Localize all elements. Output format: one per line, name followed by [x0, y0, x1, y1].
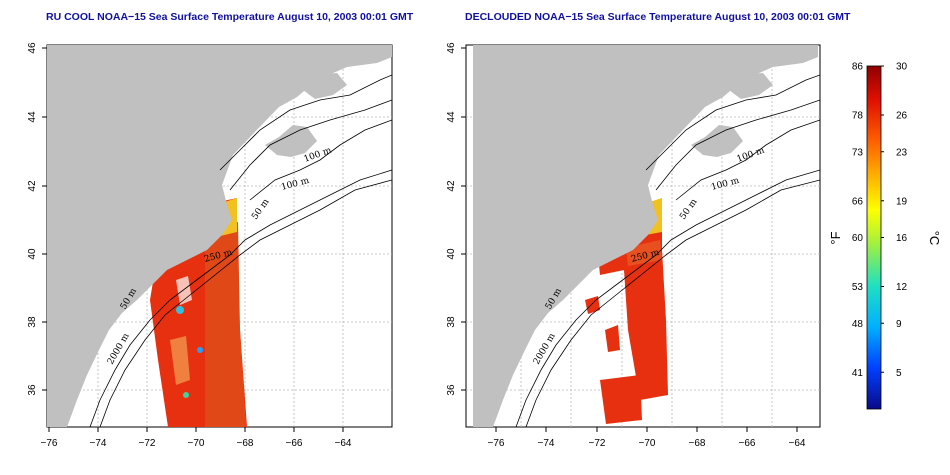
colorbar-celsius-tick: 5	[896, 368, 902, 379]
colorbar-fahrenheit-tick: 53	[852, 282, 864, 293]
colorbar-celsius-tick: 23	[896, 147, 908, 158]
lat-tick-label: 46	[27, 42, 38, 54]
lat-tick-label: 36	[27, 384, 38, 396]
lat-tick-label: 36	[446, 384, 457, 396]
right-map-title: DECLOUDED NOAA−15 Sea Surface Temperatur…	[465, 11, 851, 23]
lon-tick-label: −64	[335, 438, 352, 449]
colorbar-ticks: 86 30 78 26 73 23 66 19 60 16 53 12 48 9 41 5	[852, 62, 908, 379]
colorbar-fahrenheit-tick: 86	[852, 62, 864, 73]
fahrenheit-unit-label: °F	[828, 231, 843, 244]
colorbar-celsius-tick: 30	[896, 62, 908, 73]
celsius-unit-label: °C	[927, 231, 942, 246]
lon-tick-label: −74	[538, 438, 555, 449]
left-map-title: RU COOL NOAA−15 Sea Surface Temperature …	[46, 11, 414, 23]
right-contours	[515, 74, 820, 427]
lat-tick-label: 44	[27, 111, 38, 123]
colorbar-fahrenheit-tick: 48	[852, 319, 864, 330]
lat-tick-label: 42	[27, 180, 38, 192]
left-contours	[89, 74, 392, 427]
lon-tick-label: −76	[41, 438, 58, 449]
colorbar-gradient	[866, 65, 882, 410]
lat-tick-label: 40	[446, 248, 457, 260]
right-lat-ticks: 36 38 40 42 44 46	[446, 42, 457, 396]
lat-tick-label: 46	[446, 42, 457, 54]
right-map: 100 m 100 m 50 m 250 m 50 m 2000 m −76 −…	[446, 42, 821, 449]
left-lat-ticks: 36 38 40 42 44 46	[27, 42, 38, 396]
left-map: 100 m 100 m 50 m 250 m 50 m 2000 m −76 −…	[27, 42, 393, 449]
left-lon-ticks: −76 −74 −72 −70 −68 −66 −64	[41, 438, 352, 449]
right-lon-ticks: −76 −74 −72 −70 −68 −66 −64	[488, 438, 806, 449]
lon-tick-label: −68	[689, 438, 706, 449]
lon-tick-label: −70	[639, 438, 656, 449]
lon-tick-label: −66	[739, 438, 756, 449]
lon-tick-label: −72	[589, 438, 606, 449]
lon-tick-label: −68	[237, 438, 254, 449]
colorbar-celsius-tick: 19	[896, 196, 908, 207]
colorbar: 86 30 78 26 73 23 66 19 60 16 53 12 48 9 41 5 °F °C	[828, 62, 942, 410]
colorbar-celsius-tick: 16	[896, 233, 908, 244]
lat-tick-label: 42	[446, 180, 457, 192]
colorbar-fahrenheit-tick: 60	[852, 233, 864, 244]
lat-tick-label: 38	[446, 316, 457, 328]
lat-tick-label: 44	[446, 111, 457, 123]
colorbar-celsius-tick: 26	[896, 111, 908, 122]
colorbar-fahrenheit-tick: 73	[852, 147, 864, 158]
lon-tick-label: −64	[789, 438, 806, 449]
lon-tick-label: −74	[90, 438, 107, 449]
lon-tick-label: −66	[286, 438, 303, 449]
colorbar-fahrenheit-tick: 66	[852, 196, 864, 207]
colorbar-fahrenheit-tick: 78	[852, 111, 864, 122]
colorbar-fahrenheit-tick: 41	[852, 368, 864, 379]
lat-tick-label: 40	[27, 248, 38, 260]
lon-tick-label: −72	[139, 438, 156, 449]
lon-tick-label: −76	[488, 438, 505, 449]
lat-tick-label: 38	[27, 316, 38, 328]
colorbar-celsius-tick: 12	[896, 282, 908, 293]
lon-tick-label: −70	[188, 438, 205, 449]
colorbar-celsius-tick: 9	[896, 319, 902, 330]
